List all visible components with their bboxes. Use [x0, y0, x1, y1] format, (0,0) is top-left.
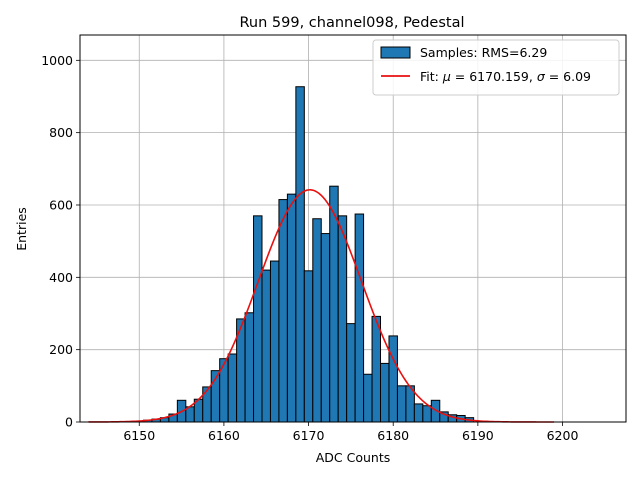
- y-tick-label: 1000: [41, 53, 73, 68]
- histogram-bar: [329, 185, 339, 423]
- histogram-bar: [253, 215, 263, 423]
- histogram-bar: [278, 199, 288, 423]
- y-tick-label: 0: [65, 415, 73, 430]
- histogram-bars: [142, 86, 475, 423]
- plot-frame: [79, 34, 627, 423]
- histogram-bar: [295, 86, 305, 423]
- fit-curve: [88, 189, 555, 423]
- histogram-bar: [337, 215, 348, 423]
- histogram-bar: [371, 315, 382, 423]
- x-tick-label: 6170: [293, 428, 325, 443]
- histogram-bar: [413, 403, 424, 423]
- y-tick-label: 600: [49, 197, 73, 212]
- histogram-bar: [320, 233, 331, 423]
- histogram-bar: [422, 405, 432, 423]
- legend-fit-label: Fit: μ = 6170.159, σ = 6.09: [420, 69, 591, 84]
- histogram-bar: [286, 193, 297, 423]
- legend: Samples: RMS=6.29 Fit: μ = 6170.159, σ =…: [372, 39, 620, 96]
- histogram-bar: [269, 260, 280, 423]
- x-tick-label: 6160: [208, 428, 240, 443]
- legend-box: [372, 39, 620, 96]
- x-tick-label: 6150: [123, 428, 155, 443]
- histogram-bar: [388, 335, 398, 423]
- y-tick-label: 800: [49, 125, 73, 140]
- x-tick-label: 6190: [462, 428, 494, 443]
- histogram-bar: [396, 385, 407, 423]
- histogram-bar: [363, 373, 373, 423]
- x-axis-label: ADC Counts: [316, 450, 391, 465]
- chart-title: Run 599, channel098, Pedestal: [239, 15, 464, 31]
- legend-histogram-label: Samples: RMS=6.29: [420, 45, 547, 60]
- y-tick-label: 200: [49, 342, 73, 357]
- y-axis-label: Entries: [14, 207, 29, 251]
- x-tick-label: 6200: [547, 428, 579, 443]
- legend-histogram-swatch: [380, 46, 411, 59]
- histogram-bar: [303, 270, 314, 423]
- histogram-bar: [380, 362, 390, 423]
- histogram-bar: [354, 213, 365, 423]
- histogram-bar: [312, 218, 322, 423]
- y-axis-ticks: 0 200 400 600 800 1000: [41, 53, 80, 430]
- histogram-bar: [261, 269, 271, 423]
- histogram-bar: [202, 386, 212, 423]
- histogram-bar: [346, 323, 356, 423]
- y-tick-label: 400: [49, 270, 73, 285]
- x-tick-label: 6180: [377, 428, 409, 443]
- histogram-bar: [244, 312, 255, 423]
- histogram-bar: [227, 353, 238, 423]
- x-axis-ticks: 6150 6160 6170 6180 6190 6200: [123, 422, 578, 443]
